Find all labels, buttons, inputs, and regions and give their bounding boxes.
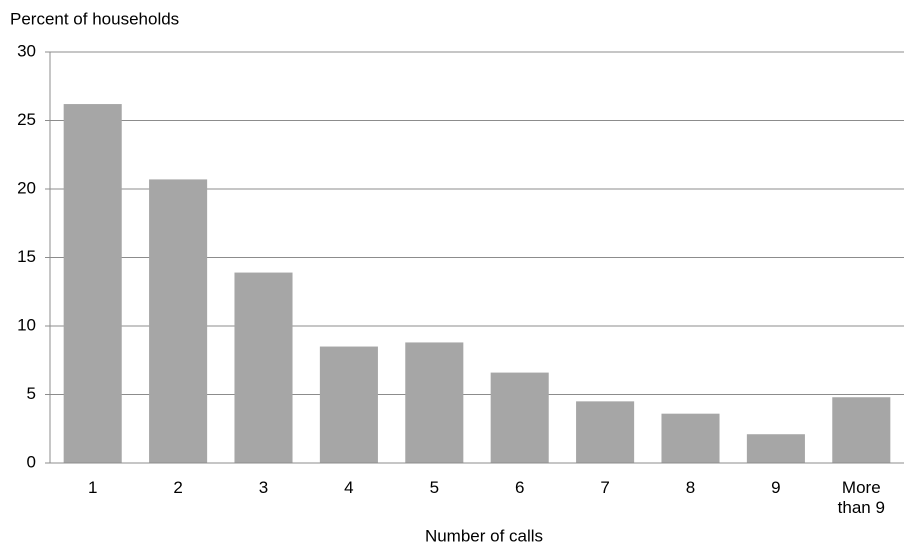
y-tick-label: 30 [17,41,36,60]
x-tick-label: 6 [514,478,525,497]
bar [490,372,549,463]
y-tick-label: 0 [27,452,36,471]
x-tick-label: 7 [600,478,610,497]
bar [576,401,635,463]
x-axis-title: Number of calls [425,526,543,545]
bar [405,342,464,463]
bar [832,397,891,463]
chart-title: Percent of households [10,9,179,28]
y-tick-label: 15 [17,247,36,266]
y-tick-label: 20 [17,178,36,197]
bar [234,272,293,463]
bar [63,104,122,463]
y-tick-label: 10 [17,315,36,334]
x-tick-label: 9 [771,478,781,497]
x-tick-label: 8 [685,478,696,497]
x-tick-label: 2 [173,478,183,497]
x-tick-label: 5 [429,478,440,497]
bar [319,346,378,463]
bar [149,179,208,463]
bar [746,434,805,463]
y-tick-label: 5 [27,384,36,403]
x-tick-label: 4 [344,478,354,497]
x-tick-label: 1 [87,478,98,497]
x-tick-label: 3 [258,478,269,497]
bar [661,413,720,463]
y-tick-label: 25 [17,110,36,129]
x-tick-label: More than 9 [837,478,885,517]
